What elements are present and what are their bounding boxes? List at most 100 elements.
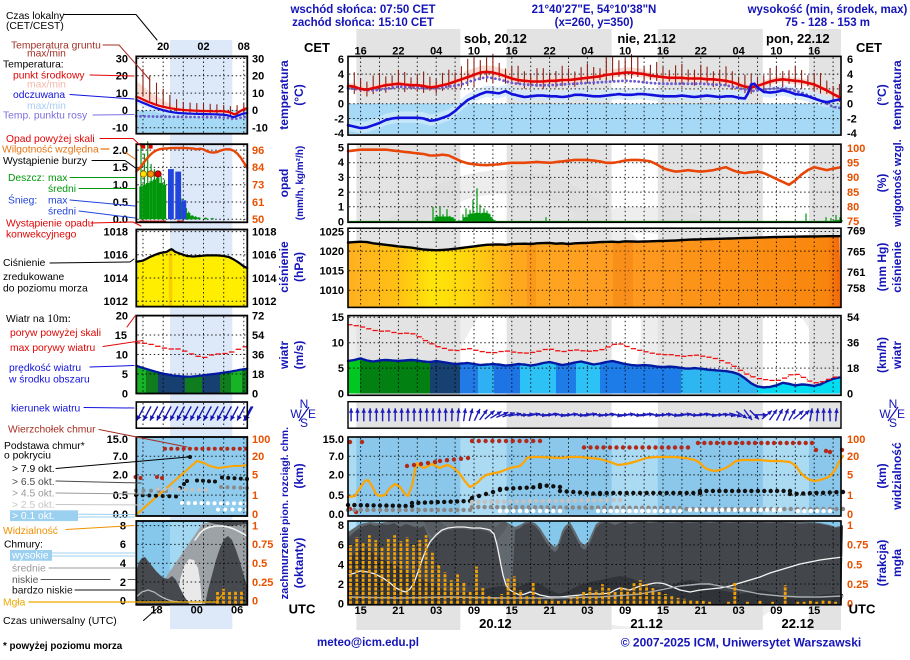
svg-text:08: 08	[238, 41, 250, 53]
svg-text:6: 6	[338, 540, 344, 552]
svg-text:2: 2	[847, 84, 853, 96]
svg-text:5: 5	[338, 142, 344, 154]
svg-text:1016: 1016	[252, 250, 276, 262]
svg-text:wiatr: wiatr	[890, 341, 904, 370]
svg-text:22.12: 22.12	[782, 616, 815, 631]
svg-text:-2: -2	[847, 113, 857, 125]
svg-text:max/min: max/min	[27, 49, 66, 60]
svg-text:Wystąpienie opadu: Wystąpienie opadu	[6, 219, 94, 230]
svg-text:(%): (%)	[875, 174, 889, 193]
svg-text:nie, 21.12: nie, 21.12	[617, 31, 676, 46]
svg-text:3: 3	[338, 172, 344, 184]
svg-text:15.0: 15.0	[323, 434, 344, 446]
svg-text:Wystąpienie burzy: Wystąpienie burzy	[3, 156, 88, 167]
svg-text:temperatura: temperatura	[277, 60, 291, 130]
svg-text:16: 16	[657, 46, 669, 58]
svg-text:W: W	[879, 407, 891, 421]
svg-text:wiatr: wiatr	[277, 341, 291, 370]
svg-text:20: 20	[847, 451, 859, 463]
svg-text:pion. rozciągł. chm.: pion. rozciągł. chm.	[279, 427, 291, 525]
svg-text:85: 85	[847, 187, 859, 199]
svg-text:1012: 1012	[252, 296, 276, 308]
svg-text:21: 21	[543, 605, 555, 617]
svg-text:> 4.5 okt.: > 4.5 okt.	[12, 489, 55, 500]
svg-text:7.0: 7.0	[329, 451, 344, 463]
svg-text:21: 21	[392, 605, 404, 617]
svg-text:0: 0	[122, 105, 128, 117]
svg-text:Ciśnienie: Ciśnienie	[3, 258, 46, 269]
svg-text:769: 769	[847, 225, 865, 237]
svg-text:Wierzchołek chmur: Wierzchołek chmur	[8, 425, 96, 436]
svg-text:sob, 20.12: sob, 20.12	[464, 31, 527, 46]
svg-text:do poziomu morza: do poziomu morza	[3, 284, 88, 295]
svg-text:(hPa): (hPa)	[292, 252, 306, 282]
svg-text:CET: CET	[856, 40, 882, 55]
svg-text:konwekcyjnego: konwekcyjnego	[6, 230, 77, 241]
svg-text:20: 20	[157, 41, 169, 53]
svg-text:04: 04	[430, 46, 443, 58]
svg-text:36: 36	[847, 338, 859, 350]
svg-text:odczuwana: odczuwana	[13, 90, 65, 101]
svg-text:(CET/CEST): (CET/CEST)	[6, 21, 64, 32]
svg-text:0: 0	[252, 388, 258, 400]
svg-text:ciśnienie: ciśnienie	[890, 241, 904, 293]
svg-text:średni: średni	[48, 184, 76, 195]
svg-text:0: 0	[252, 509, 258, 521]
svg-text:04: 04	[732, 46, 745, 58]
svg-text:72: 72	[252, 310, 264, 322]
svg-text:5: 5	[338, 363, 344, 375]
svg-text:Czas uniwersalny (UTC): Czas uniwersalny (UTC)	[3, 615, 117, 627]
svg-text:punkt środkowy: punkt środkowy	[13, 71, 85, 82]
svg-text:Wilgotność względna: Wilgotność względna	[2, 145, 99, 156]
svg-text:1016: 1016	[104, 250, 128, 262]
svg-text:0: 0	[252, 596, 258, 608]
svg-text:22: 22	[695, 46, 707, 58]
svg-text:18: 18	[150, 605, 162, 617]
svg-text:wysokie: wysokie	[11, 551, 49, 562]
svg-text:Temperatura gruntu: Temperatura gruntu	[11, 41, 101, 52]
svg-text:wschód słońca: 07:50 CET: wschód słońca: 07:50 CET	[289, 4, 435, 16]
svg-text:1020: 1020	[320, 246, 344, 258]
svg-text:widzialność: widzialność	[890, 442, 904, 511]
svg-text:o pokryciu: o pokryciu	[4, 451, 51, 462]
svg-text:7.0: 7.0	[113, 451, 128, 463]
svg-text:(km): (km)	[292, 463, 306, 488]
svg-text:00: 00	[191, 605, 203, 617]
svg-text:0.25: 0.25	[847, 579, 868, 591]
svg-text:22: 22	[392, 46, 404, 58]
svg-text:2: 2	[120, 577, 126, 589]
svg-text:UTC: UTC	[289, 602, 316, 617]
svg-text:0: 0	[847, 99, 853, 111]
svg-text:max: max	[48, 173, 68, 184]
svg-text:75: 75	[847, 216, 859, 228]
svg-text:1018: 1018	[104, 226, 128, 238]
svg-text:761: 761	[847, 267, 865, 279]
svg-text:22: 22	[543, 46, 555, 58]
svg-text:4: 4	[847, 69, 854, 81]
svg-text:N: N	[300, 397, 309, 411]
svg-text:(x=260, y=350): (x=260, y=350)	[555, 17, 634, 29]
svg-text:16: 16	[506, 46, 518, 58]
svg-text:0: 0	[847, 598, 853, 610]
svg-text:5: 5	[252, 470, 258, 482]
svg-text:5: 5	[847, 470, 853, 482]
svg-text:2.0: 2.0	[113, 470, 128, 482]
svg-text:15: 15	[506, 605, 518, 617]
svg-text:0.5: 0.5	[329, 490, 344, 502]
svg-text:2: 2	[338, 84, 344, 96]
svg-text:20: 20	[116, 71, 128, 83]
svg-text:pon, 22.12: pon, 22.12	[766, 31, 830, 46]
svg-text:1.5: 1.5	[113, 162, 128, 174]
svg-text:0: 0	[847, 388, 853, 400]
svg-text:100: 100	[252, 434, 270, 446]
svg-text:36: 36	[252, 349, 264, 361]
svg-text:16: 16	[808, 46, 820, 58]
svg-text:-10: -10	[252, 123, 268, 135]
svg-text:0: 0	[122, 388, 128, 400]
svg-text:-4: -4	[334, 128, 345, 140]
svg-text:21: 21	[695, 605, 707, 617]
svg-text:temperatura: temperatura	[890, 60, 904, 130]
svg-text:1: 1	[252, 490, 258, 502]
svg-text:Widzialność: Widzialność	[3, 526, 58, 537]
svg-text:03: 03	[581, 605, 593, 617]
